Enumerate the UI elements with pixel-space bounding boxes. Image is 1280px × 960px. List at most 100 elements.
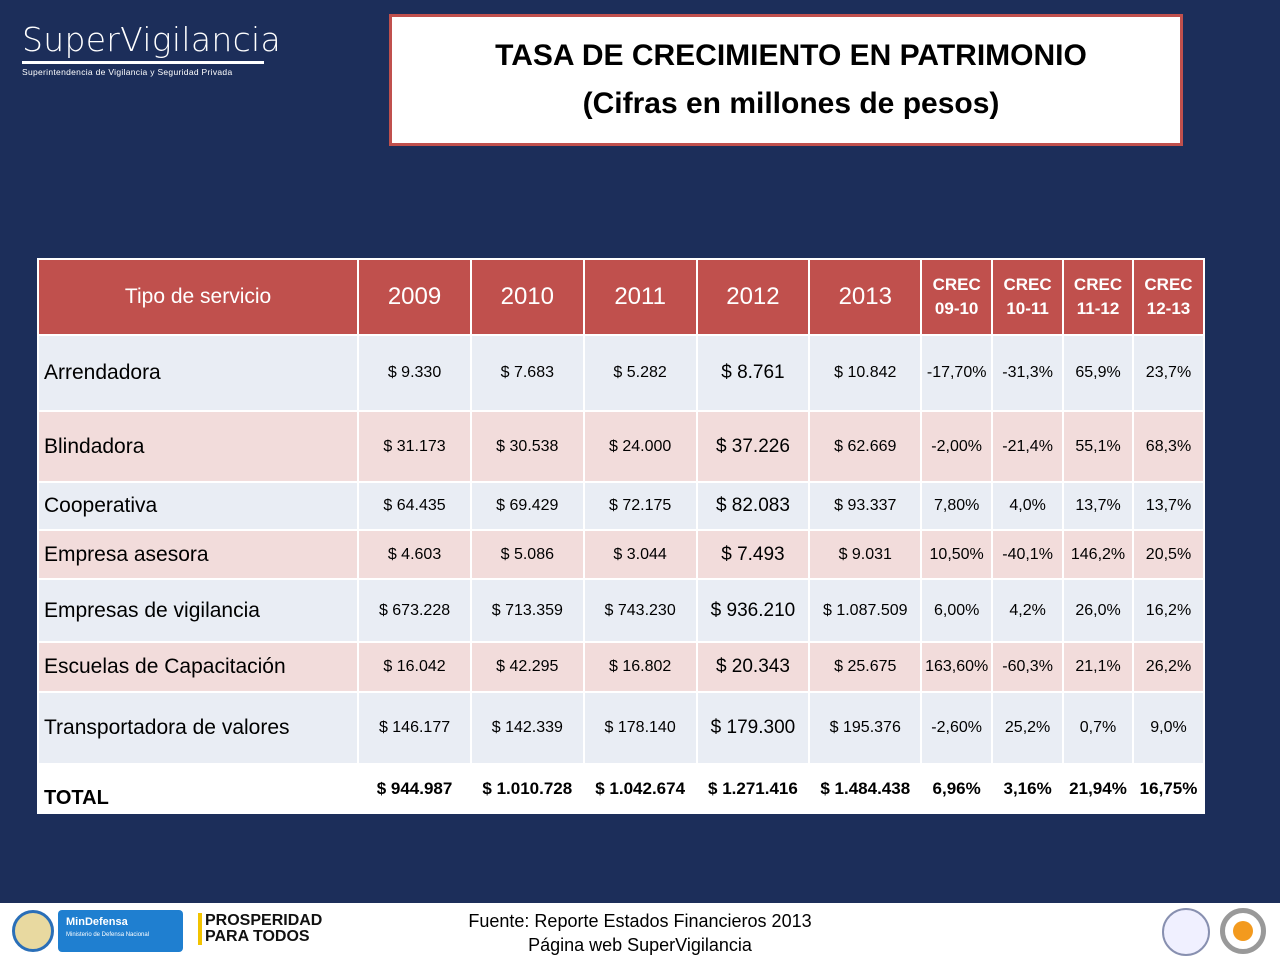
table-row: Arrendadora $ 9.330 $ 7.683 $ 5.282 $ 8.761 $…: [36, 334, 1206, 412]
table-cell: $ 93.337: [808, 481, 923, 531]
table-cell: -40,1%: [991, 529, 1065, 580]
total-cell: 6,96%: [920, 763, 994, 814]
table-cell: 55,1%: [1062, 410, 1134, 483]
table-cell: 68,3%: [1131, 410, 1206, 483]
table-cell: 20,5%: [1131, 529, 1206, 580]
table-cell: $ 673.228: [357, 578, 472, 643]
table-cell: $ 64.435: [357, 481, 472, 531]
patrimonio-table: Tipo de servicio 2009 2010 2011 2012 2013 CREC…: [36, 258, 1206, 814]
table-cell: $ 3.044: [582, 529, 698, 580]
table-cell: 26,0%: [1062, 578, 1134, 643]
prosperidad-text-2: PARA TODOS: [205, 928, 310, 945]
mindefensa-text: MinDefensa: [66, 916, 128, 928]
table-cell: 4,2%: [991, 578, 1065, 643]
table-cell: 6,00%: [920, 578, 994, 643]
row-label: Cooperativa: [36, 481, 360, 531]
total-cell: $ 1.042.674: [582, 763, 698, 814]
table-cell: $ 42.295: [469, 641, 585, 693]
table-cell: 13,7%: [1062, 481, 1134, 531]
logo-divider: [22, 61, 264, 64]
logo-name: SuperVigilancia: [22, 20, 282, 59]
total-cell: $ 1.271.416: [695, 763, 811, 814]
column-header: CREC 12-13: [1131, 258, 1206, 336]
table-cell: 26,2%: [1131, 641, 1206, 693]
column-header: 2009: [357, 258, 472, 336]
row-label: Empresas de vigilancia: [36, 578, 360, 643]
table-cell: $ 16.802: [582, 641, 698, 693]
row-label: Blindadora: [36, 410, 360, 483]
table-cell: $ 713.359: [469, 578, 585, 643]
table-row: Empresa asesora $ 4.603 $ 5.086 $ 3.044 $ 7.…: [36, 529, 1206, 580]
table-cell: $ 9.330: [357, 334, 472, 412]
table-cell: -60,3%: [991, 641, 1065, 693]
table-row: Escuelas de Capacitación $ 16.042 $ 42.295…: [36, 641, 1206, 693]
table-cell: 21,1%: [1062, 641, 1134, 693]
table-cell: $ 936.210: [695, 578, 811, 643]
source-line1: Fuente: Reporte Estados Financieros 2013: [468, 911, 812, 931]
table-cell: -2,60%: [920, 691, 994, 765]
table-cell: $ 16.042: [357, 641, 472, 693]
row-label: Arrendadora: [36, 334, 360, 412]
table-cell: $ 24.000: [582, 410, 698, 483]
total-cell: $ 944.987: [357, 763, 472, 814]
table-header-row: Tipo de servicio 2009 2010 2011 2012 2013 CREC…: [36, 258, 1206, 336]
title-line1: TASA DE CRECIMIENTO EN PATRIMONIO: [495, 39, 1087, 72]
colombia-seal-icon: [12, 910, 54, 952]
table-cell: $ 69.429: [469, 481, 585, 531]
logo-subtitle: Superintendencia de Vigilancia y Segurid…: [22, 67, 233, 77]
table-cell: $ 195.376: [808, 691, 923, 765]
table-row: Transportadora de valores $ 146.177 $ 142.…: [36, 691, 1206, 765]
table-cell: $ 20.343: [695, 641, 811, 693]
table-cell: -31,3%: [991, 334, 1065, 412]
colombia-map-seal-icon: [1162, 908, 1210, 956]
table-cell: $ 179.300: [695, 691, 811, 765]
table-cell: $ 30.538: [469, 410, 585, 483]
title-box: TASA DE CRECIMIENTO EN PATRIMONIO (Cifra…: [389, 14, 1183, 146]
table-cell: 146,2%: [1062, 529, 1134, 580]
row-label: Transportadora de valores: [36, 691, 360, 765]
total-cell: 21,94%: [1062, 763, 1134, 814]
column-header: CREC 10-11: [991, 258, 1065, 336]
table-cell: $ 10.842: [808, 334, 923, 412]
total-label: TOTAL: [36, 763, 360, 814]
table-cell: $ 7.683: [469, 334, 585, 412]
table-cell: $ 5.282: [582, 334, 698, 412]
table-row: Blindadora $ 31.173 $ 30.538 $ 24.000 $ 37.2…: [36, 410, 1206, 483]
table-cell: $ 62.669: [808, 410, 923, 483]
table-cell: 163,60%: [920, 641, 994, 693]
table-cell: $ 37.226: [695, 410, 811, 483]
table-cell: $ 8.761: [695, 334, 811, 412]
table-cell: $ 31.173: [357, 410, 472, 483]
column-header: CREC 09-10: [920, 258, 994, 336]
table-cell: 9,0%: [1131, 691, 1206, 765]
total-cell: 16,75%: [1131, 763, 1206, 814]
table-cell: 7,80%: [920, 481, 994, 531]
table-cell: $ 25.675: [808, 641, 923, 693]
prosperidad-logo: PROSPERIDAD PARA TODOS: [198, 913, 322, 945]
total-row: TOTAL $ 944.987 $ 1.010.728 $ 1.042.674 $ 1.…: [36, 763, 1206, 814]
source-note: Fuente: Reporte Estados Financieros 2013…: [0, 909, 1280, 957]
column-header: 2013: [808, 258, 923, 336]
source-line2: Página web SuperVigilancia: [528, 935, 752, 955]
column-header: CREC 11-12: [1062, 258, 1134, 336]
table-cell: $ 1.087.509: [808, 578, 923, 643]
title-line2: (Cifras en millones de pesos): [582, 87, 1000, 120]
table-cell: 23,7%: [1131, 334, 1206, 412]
sgs-certification-icon: [1220, 908, 1266, 954]
table-cell: $ 9.031: [808, 529, 923, 580]
table-cell: $ 4.603: [357, 529, 472, 580]
table-cell: 65,9%: [1062, 334, 1134, 412]
mindefensa-logo: MinDefensa Ministerio de Defensa Nacional: [58, 910, 183, 952]
table-cell: 25,2%: [991, 691, 1065, 765]
table-cell: -21,4%: [991, 410, 1065, 483]
table-cell: 13,7%: [1131, 481, 1206, 531]
row-label: Escuelas de Capacitación: [36, 641, 360, 693]
mindefensa-subtitle: Ministerio de Defensa Nacional: [66, 932, 150, 938]
column-header: 2010: [469, 258, 585, 336]
table-cell: $ 5.086: [469, 529, 585, 580]
table-cell: 16,2%: [1131, 578, 1206, 643]
table-cell: $ 178.140: [582, 691, 698, 765]
table-cell: 4,0%: [991, 481, 1065, 531]
supervigilancia-logo: SuperVigilancia Superintendencia de Vigi…: [22, 20, 281, 77]
total-cell: $ 1.484.438: [808, 763, 923, 814]
